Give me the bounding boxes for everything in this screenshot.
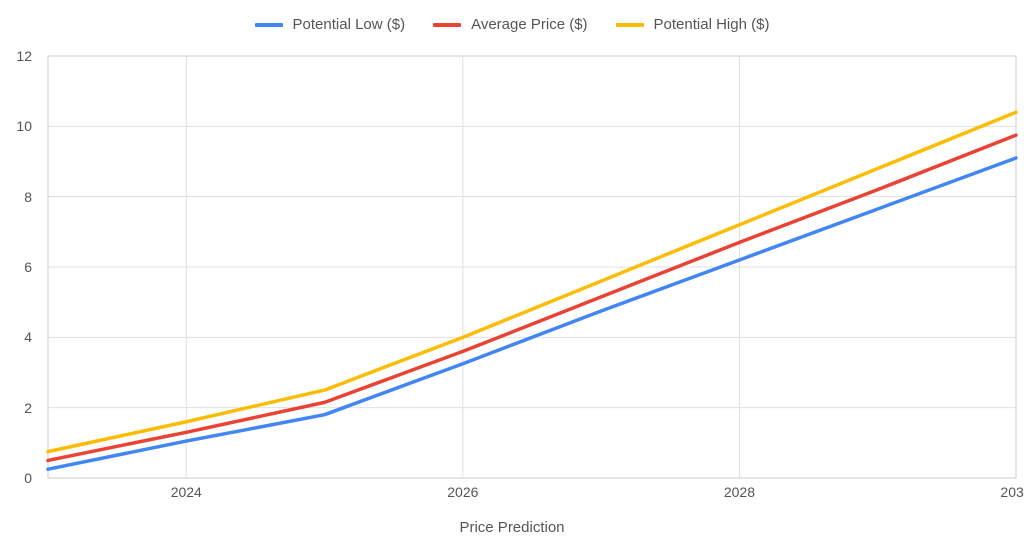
y-tick-label: 10 [16,118,32,134]
plot-svg [48,56,1016,478]
y-tick-label: 0 [24,470,32,486]
chart-container: Potential Low ($) Average Price ($) Pote… [0,0,1024,550]
plot-area [48,56,1016,478]
y-tick-label: 2 [24,400,32,416]
legend-label-potential-low: Potential Low ($) [293,16,406,33]
series-potential_low [48,158,1016,469]
y-tick-label: 8 [24,189,32,205]
legend-label-average-price: Average Price ($) [471,16,587,33]
series-potential_high [48,112,1016,451]
x-tick-label: 2028 [724,484,755,500]
legend-swatch-average-price [433,23,461,27]
y-axis-ticks: 024681012 [0,56,40,478]
legend-item-potential-low: Potential Low ($) [255,16,406,33]
x-axis-label: Price Prediction [0,519,1024,536]
y-tick-label: 6 [24,259,32,275]
legend-item-average-price: Average Price ($) [433,16,587,33]
x-tick-label: 2026 [447,484,478,500]
y-tick-label: 12 [16,48,32,64]
legend-item-potential-high: Potential High ($) [616,16,770,33]
x-tick-label: 2024 [171,484,202,500]
legend-label-potential-high: Potential High ($) [654,16,770,33]
x-axis-ticks: 2024202620282030 [48,484,1016,504]
y-tick-label: 4 [24,329,32,345]
series-average_price [48,135,1016,460]
x-tick-label: 2030 [1000,484,1024,500]
legend: Potential Low ($) Average Price ($) Pote… [0,0,1024,45]
legend-swatch-potential-high [616,23,644,27]
legend-swatch-potential-low [255,23,283,27]
